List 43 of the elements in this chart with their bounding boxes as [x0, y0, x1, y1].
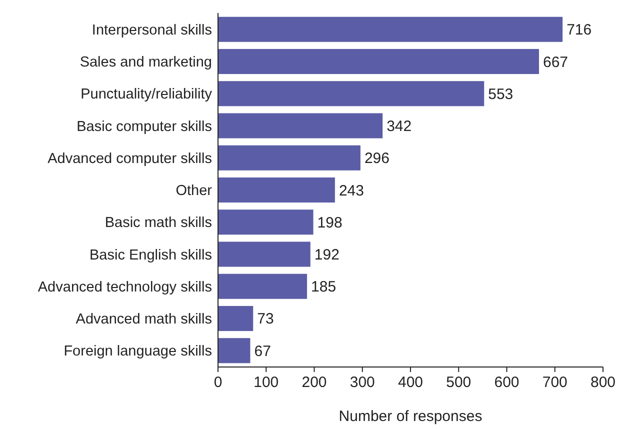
x-tick-label: 500	[446, 374, 472, 391]
data-label: 67	[254, 342, 271, 360]
x-tick-label: 200	[302, 374, 327, 391]
bar	[218, 306, 254, 332]
y-tick-label: Advanced computer skills	[48, 150, 212, 167]
y-tick-label: Punctuality/reliability	[80, 86, 213, 103]
bar	[218, 274, 308, 299]
bar	[218, 81, 484, 106]
x-tick-label: 700	[542, 374, 568, 391]
x-axis-title: Number of responses	[338, 408, 482, 425]
y-tick-label: Interpersonal skills	[92, 22, 212, 38]
y-tick-label: Basic math skills	[104, 215, 212, 232]
y-tick-label: Other	[176, 183, 212, 200]
y-tick-label: Advanced math skills	[76, 312, 212, 328]
y-tick-label: Sales and marketing	[80, 54, 212, 71]
data-label: 73	[257, 310, 274, 328]
x-tick-label: 0	[214, 374, 222, 391]
y-tick-label: Foreign language skills	[64, 344, 212, 360]
data-label: 192	[314, 246, 340, 264]
data-label: 198	[317, 214, 342, 232]
data-label: 667	[542, 54, 568, 71]
x-tick-label: 400	[398, 374, 424, 391]
y-tick-label: Basic English skills	[90, 247, 212, 264]
bar	[218, 210, 314, 235]
bar	[218, 242, 310, 267]
data-label: 296	[364, 150, 390, 168]
bar	[218, 48, 539, 74]
x-tick-label: 300	[350, 374, 375, 391]
data-label: 185	[311, 278, 336, 296]
bar	[218, 113, 383, 138]
bar	[218, 145, 360, 170]
data-label: 716	[566, 22, 592, 39]
y-tick-label: Advanced technology skills	[38, 279, 212, 296]
bar	[218, 177, 335, 203]
data-label: 342	[386, 118, 412, 136]
data-label: 243	[338, 182, 364, 200]
y-tick-label: Basic computer skills	[76, 118, 212, 135]
data-label: 553	[488, 86, 514, 103]
x-tick-label: 800	[590, 374, 616, 391]
x-tick-label: 100	[254, 374, 279, 391]
bar	[218, 338, 250, 364]
x-tick-label: 600	[494, 374, 520, 391]
bar	[218, 16, 563, 42]
